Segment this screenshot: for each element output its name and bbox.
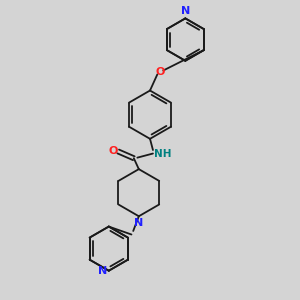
Text: O: O <box>108 146 118 157</box>
Text: O: O <box>156 67 165 77</box>
Text: N: N <box>98 266 107 276</box>
Text: NH: NH <box>154 148 172 158</box>
Text: N: N <box>181 6 190 16</box>
Text: N: N <box>134 218 143 228</box>
